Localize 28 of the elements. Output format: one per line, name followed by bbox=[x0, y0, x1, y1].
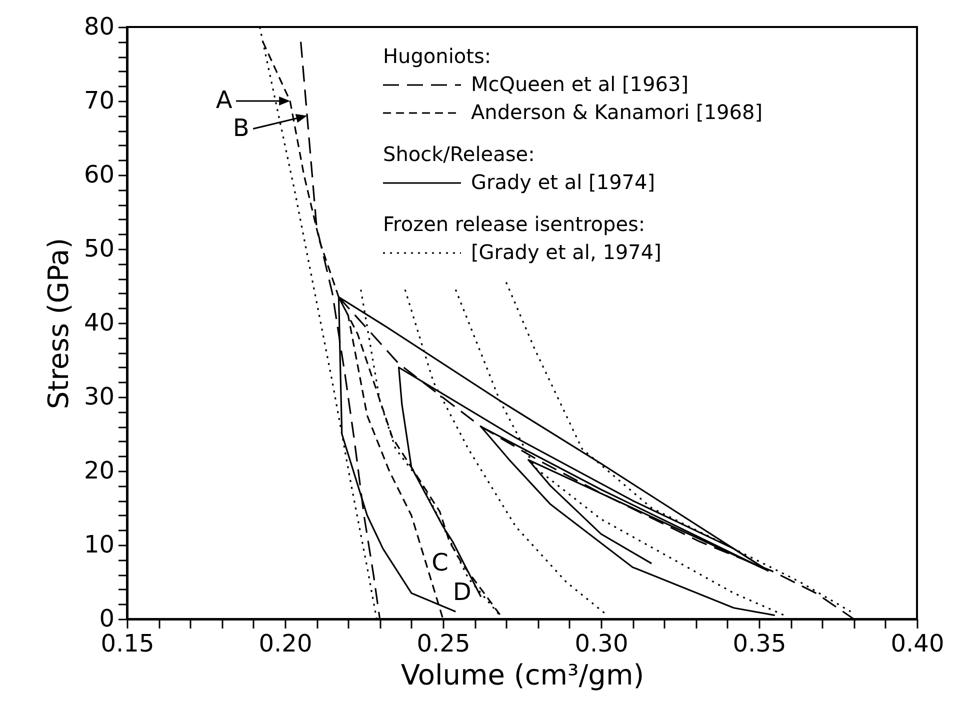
x-tick-label: 0.30 bbox=[574, 630, 628, 658]
x-tick-label: 0.25 bbox=[416, 630, 470, 658]
x-tick-label: 0.40 bbox=[890, 630, 944, 658]
x-tick-label: 0.35 bbox=[732, 630, 786, 658]
annotation: B bbox=[232, 114, 250, 142]
y-tick-label: 10 bbox=[84, 530, 114, 558]
y-tick-label: 50 bbox=[84, 234, 114, 262]
legend-label: McQueen et al [1963] bbox=[471, 72, 688, 96]
y-axis-title: Stress (GPa) bbox=[42, 238, 75, 410]
x-tick-label: 0.20 bbox=[258, 630, 312, 658]
annotation: C bbox=[432, 548, 448, 576]
legend-label: [Grady et al, 1974] bbox=[471, 240, 662, 264]
y-tick-label: 70 bbox=[84, 86, 114, 114]
y-tick-label: 20 bbox=[84, 456, 114, 484]
y-tick-label: 0 bbox=[99, 604, 114, 632]
x-tick-label: 0.15 bbox=[100, 630, 154, 658]
annotation: Shock/Release: bbox=[383, 142, 535, 166]
annotation: Hugoniots: bbox=[383, 44, 492, 68]
annotation: D bbox=[452, 578, 472, 606]
legend-label: Anderson & Kanamori [1968] bbox=[471, 100, 763, 124]
y-tick-label: 40 bbox=[84, 308, 114, 336]
y-tick-label: 60 bbox=[84, 160, 114, 188]
annotation: A bbox=[216, 86, 233, 114]
y-tick-label: 80 bbox=[84, 12, 114, 40]
y-tick-label: 30 bbox=[84, 382, 114, 410]
x-axis-title: Volume (cm³/gm) bbox=[400, 658, 644, 692]
annotation: Frozen release isentropes: bbox=[383, 212, 646, 236]
legend-label: Grady et al [1974] bbox=[471, 170, 656, 194]
